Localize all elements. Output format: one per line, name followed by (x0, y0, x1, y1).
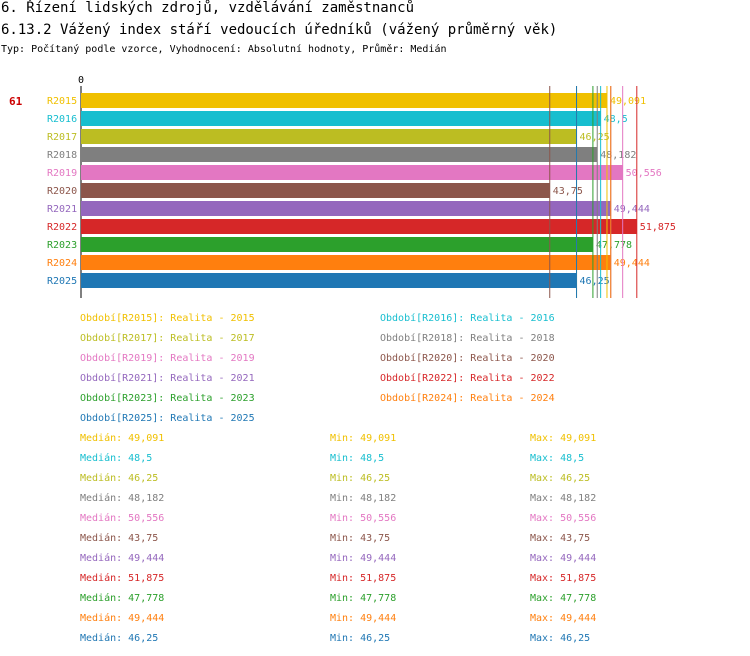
bar-R2016 (81, 111, 601, 126)
stat-max: Max: 51,875 (530, 573, 597, 584)
bar-R2019 (81, 165, 623, 180)
bar-R2021 (81, 201, 611, 216)
stat-median: Medián: 43,75 (80, 533, 159, 544)
stat-min: Min: 49,091 (330, 433, 397, 444)
legend-entry: Období[R2022]: Realita - 2022 (380, 373, 555, 384)
row-number: 61 (9, 95, 23, 108)
legend-entry: Období[R2023]: Realita - 2023 (80, 393, 255, 404)
category-label: R2015 (47, 96, 77, 107)
legend-entry: Období[R2018]: Realita - 2018 (380, 333, 555, 344)
value-label: 48,5 (604, 114, 628, 125)
stat-median: Medián: 51,875 (80, 573, 165, 584)
bar-R2018 (81, 147, 598, 162)
stat-max: Max: 48,5 (530, 453, 585, 464)
legend-entry: Období[R2021]: Realita - 2021 (80, 373, 255, 384)
legend-entry: Období[R2019]: Realita - 2019 (80, 353, 255, 364)
legend-entry: Období[R2016]: Realita - 2016 (380, 313, 555, 324)
stat-min: Min: 43,75 (330, 533, 391, 544)
value-label: 47,778 (596, 240, 632, 251)
stat-median: Medián: 49,444 (80, 553, 165, 564)
stat-max: Max: 46,25 (530, 633, 591, 644)
value-label: 50,556 (626, 168, 662, 179)
category-label: R2024 (47, 258, 77, 269)
stat-min: Min: 49,444 (330, 613, 397, 624)
stat-median: Medián: 49,444 (80, 613, 165, 624)
stat-max: Max: 48,182 (530, 493, 597, 504)
stat-min: Min: 50,556 (330, 513, 397, 524)
category-label: R2016 (47, 114, 77, 125)
stat-min: Min: 46,25 (330, 473, 391, 484)
bar-R2025 (81, 273, 577, 288)
section-title: 6. Řízení lidských zdrojů, vzdělávání za… (1, 0, 415, 16)
bar-R2015 (81, 93, 607, 108)
legend-entry: Období[R2025]: Realita - 2025 (80, 413, 255, 424)
stat-max: Max: 46,25 (530, 473, 591, 484)
value-label: 48,182 (600, 150, 636, 161)
indicator-subtitle: Typ: Počítaný podle vzorce, Vyhodnocení:… (1, 44, 447, 55)
bar-R2023 (81, 237, 593, 252)
legend-entry: Období[R2024]: Realita - 2024 (380, 393, 555, 404)
category-label: R2019 (47, 168, 77, 179)
category-label: R2017 (47, 132, 77, 143)
stat-median: Medián: 46,25 (80, 473, 159, 484)
category-label: R2020 (47, 186, 77, 197)
stat-median: Medián: 48,182 (80, 493, 165, 504)
value-label: 49,444 (614, 258, 650, 269)
category-label: R2023 (47, 240, 77, 251)
bar-chart: 0 61 R2015 49,091 R2016 48,5 R2017 46,25 R2018 48… (9, 75, 676, 298)
bar-R2024 (81, 255, 611, 270)
value-label: 49,091 (610, 96, 646, 107)
stat-median: Medián: 49,091 (80, 433, 165, 444)
stat-max: Max: 49,091 (530, 433, 597, 444)
stat-min: Min: 51,875 (330, 573, 397, 584)
indicator-title: 6.13.2 Vážený index stáří vedoucích úřed… (1, 22, 558, 38)
stat-max: Max: 50,556 (530, 513, 597, 524)
value-label: 43,75 (553, 186, 583, 197)
bar-R2022 (81, 219, 637, 234)
category-label: R2022 (47, 222, 77, 233)
stat-min: Min: 48,182 (330, 493, 397, 504)
stat-median: Medián: 46,25 (80, 633, 159, 644)
stat-min: Min: 48,5 (330, 453, 385, 464)
stat-min: Min: 47,778 (330, 593, 397, 604)
stat-max: Max: 49,444 (530, 613, 597, 624)
value-label: 46,25 (580, 276, 610, 287)
stat-max: Max: 43,75 (530, 533, 591, 544)
category-label: R2018 (47, 150, 77, 161)
stat-min: Min: 49,444 (330, 553, 397, 564)
legend-entry: Období[R2015]: Realita - 2015 (80, 313, 255, 324)
legend-entry: Období[R2017]: Realita - 2017 (80, 333, 255, 344)
stat-median: Medián: 48,5 (80, 453, 153, 464)
value-label: 49,444 (614, 204, 650, 215)
stat-max: Max: 47,778 (530, 593, 597, 604)
legend-entry: Období[R2020]: Realita - 2020 (380, 353, 555, 364)
category-label: R2025 (47, 276, 77, 287)
stat-median: Medián: 50,556 (80, 513, 165, 524)
axis-zero-label: 0 (78, 75, 84, 86)
value-label: 51,875 (640, 222, 676, 233)
stat-max: Max: 49,444 (530, 553, 597, 564)
value-label: 46,25 (580, 132, 610, 143)
bar-R2017 (81, 129, 577, 144)
stat-min: Min: 46,25 (330, 633, 391, 644)
category-label: R2021 (47, 204, 77, 215)
stat-median: Medián: 47,778 (80, 593, 165, 604)
bar-R2020 (81, 183, 550, 198)
